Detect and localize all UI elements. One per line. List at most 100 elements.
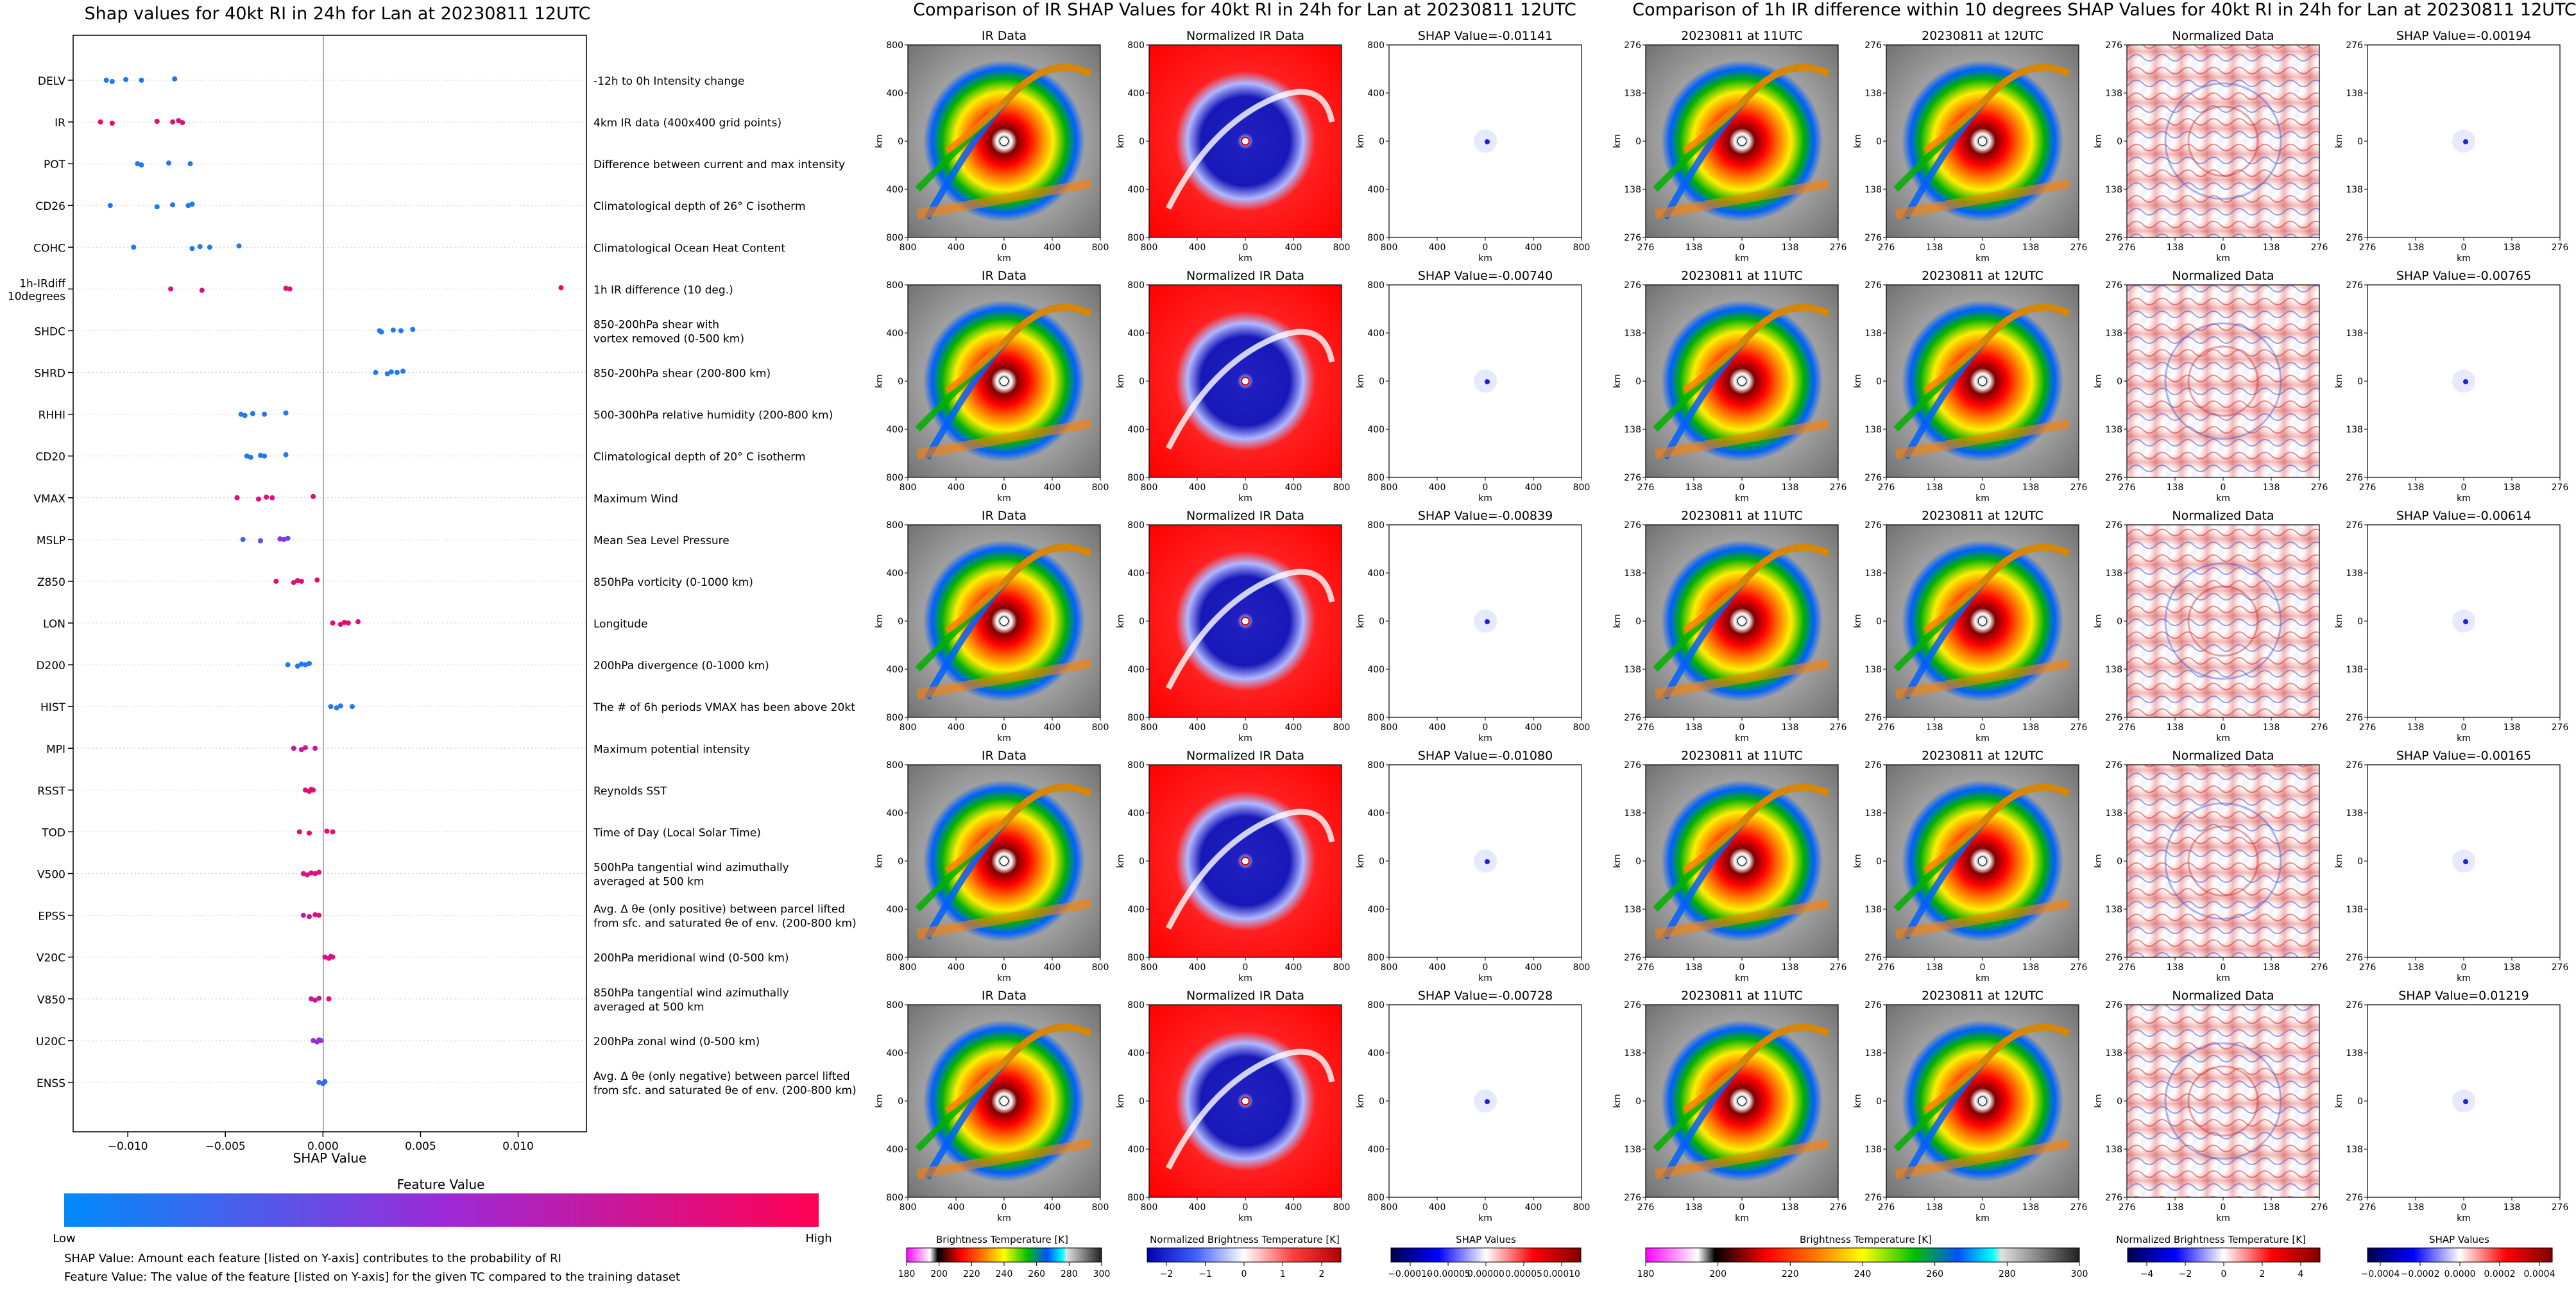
beeswarm-gridlines (68, 80, 586, 1083)
panel-x-tick-label: 138 (2503, 722, 2521, 733)
mid-cb1-ticks: 180 200 220 240 260 280 300 (898, 1262, 1110, 1279)
panel-x-axis-label: km (997, 253, 1011, 264)
shap-point (176, 118, 182, 124)
panel-x-tick-label: 276 (2070, 482, 2088, 493)
shap-point (384, 371, 390, 377)
panel-x-axis-label: km (1975, 253, 1990, 264)
panel-x-tick-label: 0 (1739, 243, 1745, 253)
panel-y-tick-label: 276 (1624, 520, 1641, 531)
shap-point (281, 536, 287, 542)
feature-description-12: 850hPa vorticity (0-1000 km) (593, 576, 753, 589)
shap-point (242, 413, 248, 418)
panel-y-tick-label: 400 (886, 329, 903, 339)
panel-x-tick-label: 400 (1044, 962, 1061, 973)
shap-point (318, 1037, 324, 1043)
colorbar-tick-label: 260 (1028, 1269, 1045, 1279)
feature-description-14: 200hPa divergence (0-1000 km) (593, 660, 769, 672)
panel-x-tick-label: 400 (1044, 1202, 1061, 1213)
shap-point (394, 370, 400, 375)
panel-y-tick-label: 276 (2346, 760, 2363, 771)
shap-point (324, 828, 330, 834)
panel-y-tick-label: 276 (1624, 233, 1641, 243)
panel-y-tick-label: 400 (886, 1048, 903, 1059)
panel-x-tick-label: 400 (1285, 1202, 1302, 1213)
shap-point (109, 79, 115, 84)
panel-x-tick-label: 0 (2221, 482, 2226, 493)
feature-description-24: Avg. Δ θe (only negative) between parcel… (593, 1070, 850, 1083)
shap-point (131, 244, 137, 250)
panel-x-tick-label: 276 (2552, 243, 2569, 253)
panel-y-axis-label: km (1853, 1094, 1863, 1108)
feature-description-13: Longitude (593, 618, 648, 631)
panel-y-axis-label: km (2094, 854, 2104, 868)
shap-point (296, 829, 302, 835)
shap-point (300, 871, 306, 876)
shap-point (330, 829, 336, 835)
panel-x-tick-label: 400 (1285, 722, 1302, 733)
panel-x-tick-label: 800 (1092, 722, 1109, 733)
colorbar-tick-label: 200 (930, 1269, 948, 1279)
panel-y-axis-label: km (874, 134, 885, 148)
panel-x-tick-label: 0 (1243, 722, 1249, 733)
shap-point (285, 662, 291, 668)
panel-x-tick-label: 400 (1189, 482, 1206, 493)
feature-descriptions: -12h to 0h Intensity change 4km IR data (… (593, 75, 857, 1097)
panel-y-tick-label: 400 (1127, 568, 1145, 579)
panel-x-tick-label: 276 (1830, 962, 1847, 973)
panel-y-axis-label: km (2334, 614, 2344, 628)
shap-point (207, 244, 212, 250)
panel-x-tick-label: 800 (1092, 962, 1109, 973)
panel-x-tick-label: 276 (2359, 1202, 2376, 1213)
panel-y-tick-label: 138 (1864, 568, 1882, 579)
panel-y-tick-label: 0 (1139, 137, 1145, 147)
rain-band (1654, 1138, 1830, 1179)
panel-x-tick-label: 0 (1739, 1202, 1745, 1213)
panel-x-tick-label: 276 (2070, 243, 2088, 253)
panel-y-axis-label: km (1853, 374, 1863, 388)
shap-point (298, 747, 304, 753)
panel-x-tick-label: 400 (1285, 482, 1302, 493)
panel-x-tick-label: 276 (2359, 962, 2376, 973)
panel-x-tick-label: 138 (2407, 722, 2425, 733)
panel-x-tick-label: 800 (1573, 1202, 1591, 1213)
difference-image (2127, 1005, 2319, 1197)
panel-y-tick-label: 0 (898, 137, 903, 147)
panel-y-tick-label: 138 (1864, 905, 1882, 915)
panel-y-tick-label: 800 (886, 953, 903, 963)
mid-cb3-bar (1390, 1247, 1582, 1263)
feature-description-1: 4km IR data (400x400 grid points) (593, 117, 781, 130)
panel-x-tick-label: 276 (2119, 722, 2136, 733)
cyclone-eye (999, 1096, 1009, 1106)
swirl-ring (2187, 345, 2259, 417)
colorbar-tick-label: 300 (2071, 1269, 2088, 1279)
shap-point (334, 705, 339, 711)
left-xlabel: SHAP Value (293, 1150, 367, 1166)
panel-title: 20230811 at 11UTC (1681, 749, 1803, 763)
colorbar-low-label: Low (53, 1232, 75, 1245)
shap-point (341, 620, 347, 626)
panel-x-tick-label: 0 (2221, 243, 2226, 253)
panel-title: SHAP Value=-0.01080 (1418, 749, 1553, 763)
panel-y-tick-label: 800 (1127, 40, 1145, 51)
rain-band (916, 418, 1092, 459)
panel-title: Normalized Data (2172, 29, 2274, 43)
panel-x-tick-label: 0 (2221, 722, 2226, 733)
panel-x-tick-label: 800 (1092, 243, 1109, 253)
feature-label-7: SHRD (35, 368, 65, 380)
panel-y-axis-label: km (1116, 1094, 1126, 1108)
feature-description-7: 850-200hPa shear (200-800 km) (593, 368, 771, 380)
panel-x-tick-label: 0 (2461, 1202, 2467, 1213)
shap-point (98, 119, 103, 125)
shap-point (312, 997, 318, 1003)
panel-x-tick-label: 800 (1141, 962, 1158, 973)
panel-x-tick-label: 276 (2070, 722, 2088, 733)
colorbar-tick-label: 4 (2298, 1269, 2304, 1279)
panel-y-tick-label: 276 (2346, 1000, 2363, 1011)
shap-point (400, 368, 406, 374)
panel-y-tick-label: 400 (1367, 1048, 1385, 1059)
panel-x-tick-label: 138 (2263, 243, 2280, 253)
shap-point (283, 410, 289, 416)
panel-y-tick-label: 800 (1127, 713, 1145, 723)
panel-y-tick-label: 138 (2105, 808, 2122, 819)
feature-description-0: -12h to 0h Intensity change (593, 75, 744, 88)
